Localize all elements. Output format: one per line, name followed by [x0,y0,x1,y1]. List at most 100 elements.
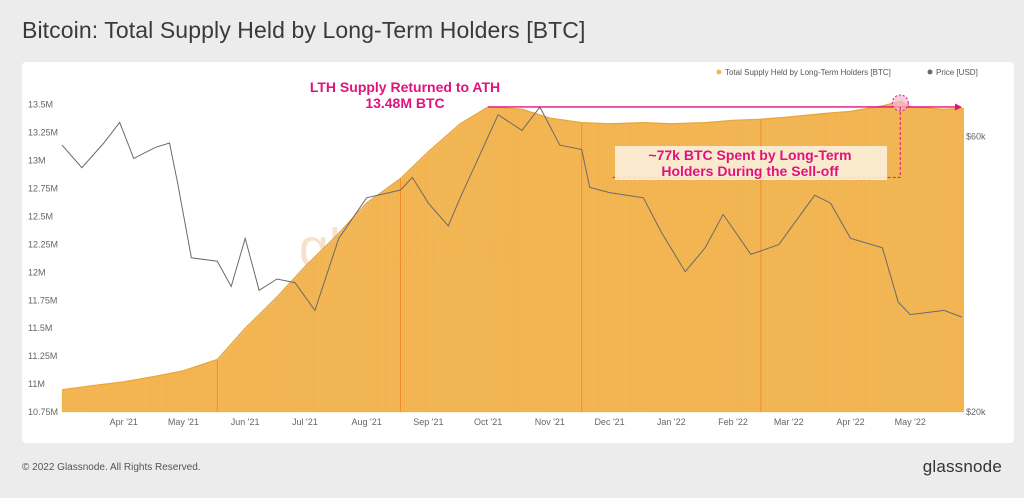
supply-bar [306,264,309,413]
supply-bar [509,108,513,413]
supply-bar [276,296,280,413]
supply-bar [69,388,72,413]
supply-bar [446,135,449,413]
supply-bar [330,240,333,413]
supply-bar [131,380,134,413]
supply-bar [249,324,252,413]
supply-bar [531,112,534,413]
supply-bar [378,194,381,413]
supply-bar [428,151,431,413]
supply-bar [292,279,295,413]
supply-bar [262,310,266,413]
supply-bar [935,108,939,413]
supply-bar [577,121,580,413]
supply-bar [356,213,359,413]
supply-bar [386,188,389,413]
supply-bar [906,104,909,413]
x-tick-label: Dec '21 [594,417,624,427]
supply-bar [97,384,100,413]
supply-bar [185,369,188,413]
supply-bar [896,102,899,413]
supply-bar [535,113,538,413]
supply-bar [231,343,234,413]
supply-bar [286,286,290,413]
supply-bar [245,328,248,413]
supply-bar [191,367,194,413]
supply-bar [565,120,568,413]
supply-bar [85,386,88,413]
supply-bar [366,202,369,413]
supply-bar [338,233,341,413]
supply-bar [111,383,114,413]
supply-bar [503,107,507,413]
supply-bar [65,389,69,413]
supply-bar [280,292,284,413]
ath-annotation-line-1: LTH Supply Returned to ATH [310,79,500,95]
supply-bar [205,363,208,413]
price-line [61,106,963,318]
supply-bar [358,211,361,413]
supply-bar [957,108,961,413]
supply-bar [167,373,170,413]
supply-bar [101,384,104,413]
supply-bar [89,385,92,413]
supply-bar [543,116,546,413]
supply-bar [609,123,612,413]
y-left-tick-label: 11.5M [28,323,52,333]
supply-bar [442,139,445,413]
supply-bar [551,118,554,413]
supply-bar [928,107,931,413]
supply-bar [392,184,395,413]
supply-bar [589,122,592,413]
supply-bar [487,106,491,413]
supply-bar [436,144,439,413]
supply-bar [456,127,459,413]
supply-bar [894,102,897,413]
supply-bar [316,254,319,413]
ath-arrow-head [955,103,962,111]
y-axis-left: 10.75M 11M 11.25M 11.5M 11.75M 12M 12.25M 12.5M… [28,100,58,417]
supply-bar [541,115,544,413]
supply-bar [450,132,453,413]
supply-bar [511,108,515,413]
supply-bar [902,102,905,413]
legend-label-supply: Total Supply Held by Long-Term Holders [… [725,68,891,77]
supply-bar [452,130,455,413]
supply-bar [155,376,158,413]
supply-bar [137,379,140,413]
supply-bar [497,107,501,413]
supply-bar [312,258,315,413]
supply-bar [567,120,570,413]
supply-bar [278,294,282,413]
supply-bar [163,374,166,413]
supply-bar [340,230,343,413]
supply-bar [601,123,604,413]
y-axis-right: $20k $60k [966,132,986,417]
footer-copyright: © 2022 Glassnode. All Rights Reserved. [22,462,201,473]
supply-bar [406,172,409,413]
supply-bar [233,341,236,413]
supply-bar [949,108,953,413]
supply-bar [173,372,176,413]
supply-bar [177,371,180,413]
supply-bar [507,108,511,413]
supply-bar [603,123,606,413]
x-tick-label: Feb '22 [718,417,748,427]
supply-bar [264,308,268,413]
supply-bar [237,337,240,413]
supply-bar [937,108,941,413]
supply-bar [892,103,895,413]
supply-bar [521,109,524,413]
supply-bar [926,107,929,413]
supply-bar [360,209,363,413]
supply-bar [322,248,325,413]
supply-bar [499,107,503,413]
supply-bar [171,372,174,413]
y-left-tick-label: 11.75M [28,295,57,305]
supply-bar [908,105,911,413]
supply-bar [593,122,596,413]
supply-bar [258,314,262,413]
supply-bar [418,161,421,413]
chart-card: glassnode 10.75M11M11.25M11.5M11.75M12M1… [22,62,1014,443]
supply-bar [296,275,299,413]
